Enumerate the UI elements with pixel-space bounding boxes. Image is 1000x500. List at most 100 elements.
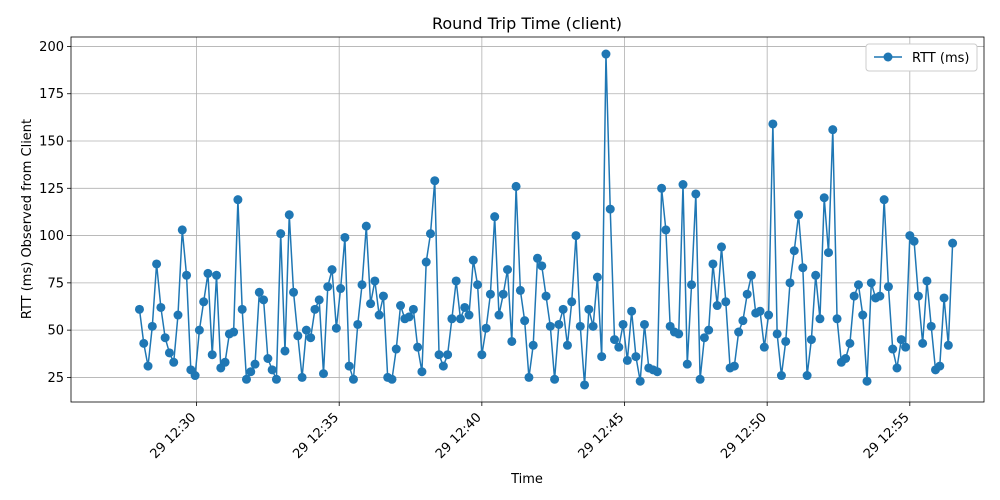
rtt-data-point bbox=[853, 280, 863, 290]
rtt-data-point bbox=[811, 270, 821, 280]
rtt-data-point bbox=[674, 329, 684, 339]
rtt-data-point bbox=[515, 285, 525, 295]
rtt-data-point bbox=[948, 238, 958, 248]
rtt-data-point bbox=[408, 304, 418, 314]
rtt-data-point bbox=[250, 359, 260, 369]
rtt-data-point bbox=[639, 319, 649, 329]
rtt-data-point bbox=[481, 323, 491, 333]
rtt-data-point bbox=[293, 331, 303, 341]
rtt-data-point bbox=[691, 189, 701, 199]
rtt-data-point bbox=[785, 278, 795, 288]
rtt-data-point bbox=[627, 306, 637, 316]
rtt-data-point bbox=[164, 348, 174, 358]
rtt-data-point bbox=[742, 289, 752, 299]
rtt-data-point bbox=[336, 284, 346, 294]
rtt-data-point bbox=[610, 335, 620, 345]
rtt-data-point bbox=[263, 354, 273, 363]
rtt-data-point bbox=[207, 350, 217, 360]
rtt-data-point bbox=[717, 242, 727, 252]
rtt-data-point bbox=[789, 246, 799, 256]
rtt-data-point bbox=[413, 342, 423, 352]
x-axis-ticks: 29 12:30 29 12:35 29 12:40 29 12:45 29 12:50… bbox=[148, 402, 913, 462]
rtt-data-point bbox=[584, 304, 594, 314]
rtt-data-point bbox=[764, 310, 774, 320]
rtt-data-point bbox=[455, 314, 465, 324]
rtt-data-point bbox=[348, 374, 358, 384]
rtt-data-point bbox=[284, 210, 294, 220]
rtt-data-point bbox=[862, 376, 872, 386]
rtt-data-point bbox=[883, 282, 893, 292]
rtt-data-point bbox=[922, 276, 932, 286]
rtt-data-point bbox=[194, 325, 204, 335]
rtt-data-point bbox=[468, 255, 478, 265]
rtt-data-point bbox=[520, 316, 530, 326]
rtt-data-point bbox=[571, 231, 581, 241]
x-tick-label: 29 12:50 bbox=[718, 410, 770, 462]
rtt-data-point bbox=[528, 340, 538, 350]
rtt-data-point bbox=[755, 306, 765, 316]
rtt-data-point bbox=[434, 350, 444, 360]
rtt-data-point bbox=[858, 310, 868, 320]
rtt-data-point bbox=[832, 314, 842, 324]
rtt-data-point bbox=[331, 323, 341, 333]
rtt-data-point bbox=[421, 257, 431, 267]
rtt-data-point bbox=[781, 336, 791, 346]
y-tick-label: 125 bbox=[39, 182, 64, 197]
rtt-data-point bbox=[682, 359, 692, 369]
rtt-data-point bbox=[798, 263, 808, 273]
rtt-data-point bbox=[819, 193, 829, 203]
y-tick-label: 175 bbox=[39, 87, 64, 102]
rtt-data-point bbox=[451, 276, 461, 286]
rtt-data-point bbox=[824, 248, 833, 258]
rtt-data-point bbox=[759, 342, 769, 352]
rtt-data-point bbox=[271, 374, 281, 384]
rtt-data-point bbox=[254, 287, 264, 297]
rtt-data-point bbox=[169, 357, 179, 367]
rtt-data-point bbox=[746, 270, 756, 280]
rtt-data-point bbox=[425, 229, 435, 239]
rtt-data-point bbox=[901, 342, 911, 352]
rtt-data-point bbox=[374, 310, 384, 320]
x-axis-title: Time bbox=[510, 472, 543, 487]
rtt-data-point bbox=[918, 338, 928, 348]
rtt-data-point bbox=[297, 372, 307, 382]
rtt-data-point bbox=[532, 253, 542, 263]
y-tick-label: 200 bbox=[39, 40, 64, 55]
rtt-data-point bbox=[935, 361, 945, 371]
rtt-data-point bbox=[173, 310, 183, 320]
y-tick-label: 25 bbox=[47, 371, 64, 386]
rtt-data-point bbox=[875, 291, 885, 301]
rtt-data-point bbox=[485, 289, 495, 299]
rtt-data-point bbox=[558, 304, 568, 314]
rtt-data-point bbox=[575, 321, 585, 331]
plot-frame bbox=[70, 36, 985, 403]
rtt-data-point bbox=[592, 272, 602, 282]
y-tick-label: 150 bbox=[39, 135, 64, 150]
rtt-data-point bbox=[143, 361, 153, 371]
rtt-data-point bbox=[156, 302, 166, 312]
rtt-data-point bbox=[490, 212, 500, 222]
rtt-data-point bbox=[237, 304, 247, 314]
rtt-data-point bbox=[849, 291, 859, 301]
rtt-data-point bbox=[212, 270, 222, 280]
rtt-data-point bbox=[550, 374, 560, 384]
rtt-data-point bbox=[430, 176, 440, 186]
rtt-data-point bbox=[879, 195, 889, 205]
rtt-data-point bbox=[152, 259, 162, 269]
rtt-data-point bbox=[618, 319, 628, 329]
rtt-data-point bbox=[772, 329, 782, 339]
rtt-data-point bbox=[909, 236, 919, 246]
rtt-data-point bbox=[661, 225, 671, 235]
rtt-data-point bbox=[567, 297, 577, 307]
rtt-data-point bbox=[802, 371, 812, 381]
rtt-data-point bbox=[734, 327, 744, 337]
rtt-data-point bbox=[220, 357, 230, 367]
rtt-data-point bbox=[134, 304, 144, 314]
rtt-data-point bbox=[443, 350, 453, 360]
rtt-data-point bbox=[391, 344, 401, 354]
rtt-data-point bbox=[614, 342, 624, 352]
rtt-data-point bbox=[464, 310, 474, 320]
rtt-data-point bbox=[699, 333, 709, 343]
rtt-data-point bbox=[280, 346, 290, 356]
